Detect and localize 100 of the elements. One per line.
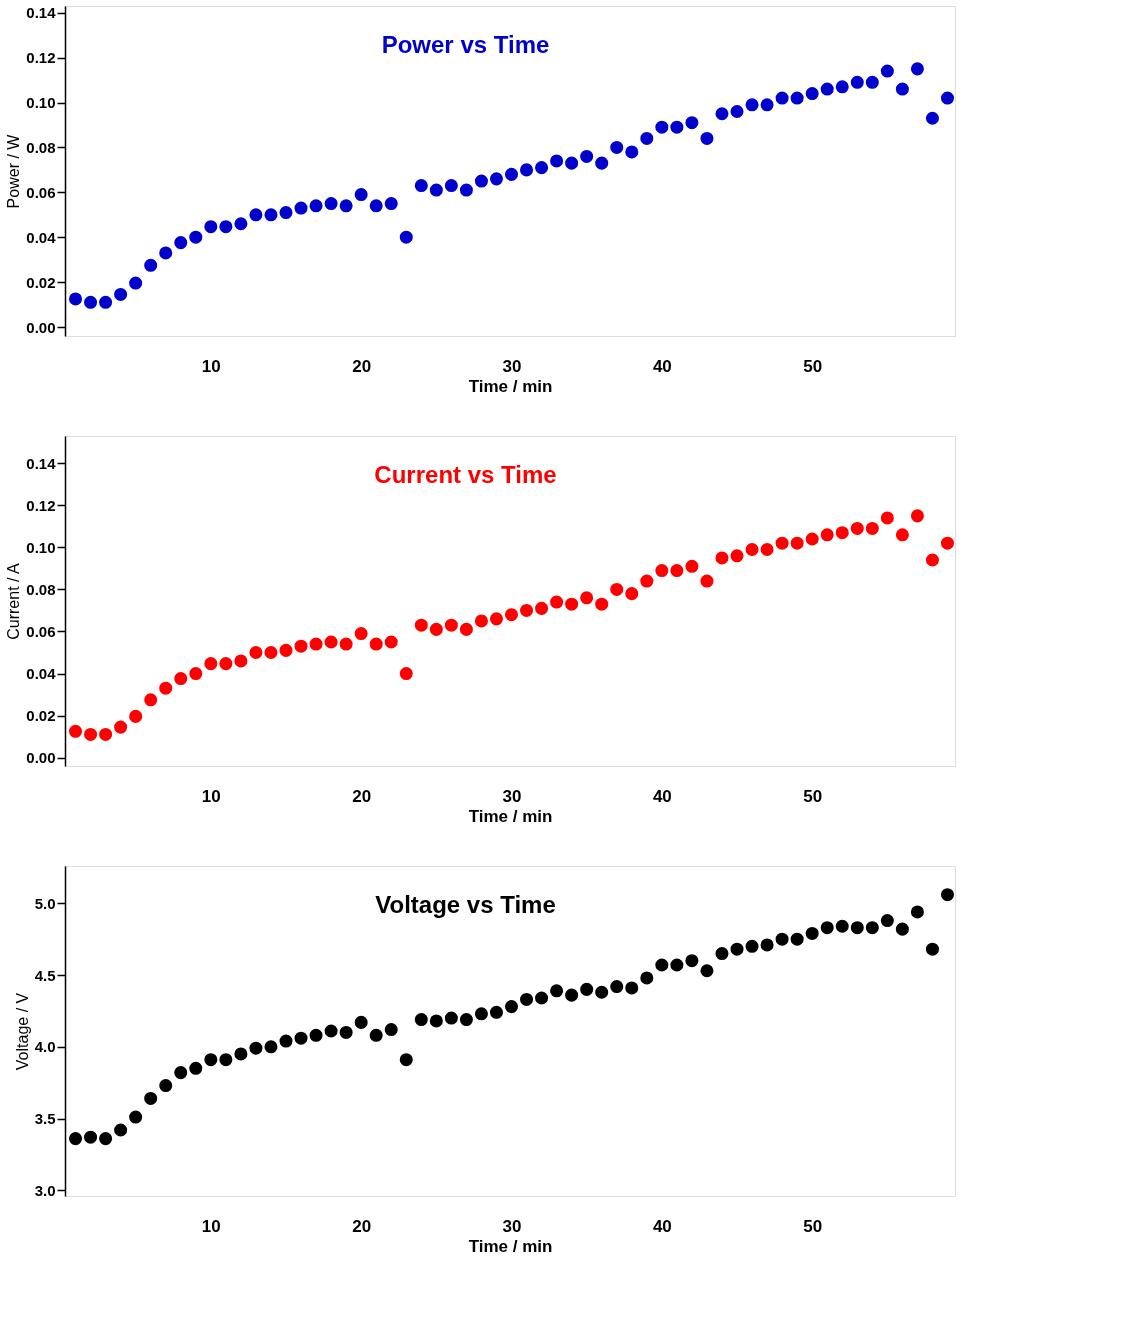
point [745,98,759,112]
x-tick-label: 20 [352,786,372,806]
point [264,645,278,659]
point [520,603,534,617]
x-tick-label: 30 [502,1216,522,1236]
y-axis-title: Current / A [5,562,23,640]
x-tick-label: 50 [803,356,823,376]
point [865,75,879,89]
point [880,511,894,525]
point [354,1015,368,1029]
text: Voltage vs Time [375,891,556,918]
point [339,199,353,213]
point [805,532,819,546]
point [354,627,368,641]
point [940,91,954,105]
point [384,635,398,649]
point [880,64,894,78]
point [670,564,684,578]
point [114,1123,128,1137]
point [99,1132,113,1146]
point [69,724,83,738]
point [580,982,594,996]
point [174,1066,188,1080]
point [264,1040,278,1054]
point [324,635,338,649]
x-tick-label: 40 [652,786,672,806]
point [144,1091,158,1105]
point [850,521,864,535]
point [249,645,263,659]
point [850,921,864,935]
point [294,639,308,653]
point [69,1132,83,1146]
point [820,921,834,935]
point [595,156,609,170]
point [625,981,639,995]
point [610,582,624,596]
point [790,536,804,550]
point [640,971,654,985]
text: Power vs Time [381,31,550,58]
y-tick-label: 0.00 [26,749,56,767]
point [925,942,939,956]
point [489,1005,503,1019]
point [640,574,654,588]
point [805,926,819,940]
point [910,905,924,919]
y-tick-label: 0.04 [26,665,57,683]
point [99,295,113,309]
point [309,199,323,213]
point [745,939,759,953]
point [910,62,924,76]
point [655,564,669,578]
y-tick-label: 0.06 [26,183,56,201]
point [429,1014,443,1028]
point [309,1028,323,1042]
point [565,597,579,611]
point [399,667,413,681]
y-tick-label: 0.02 [26,707,56,725]
x-tick-label: 10 [201,356,221,376]
point [865,521,879,535]
point [384,197,398,211]
point [309,637,323,651]
y-tick-label: 0.12 [26,496,56,514]
point [565,156,579,170]
point [369,1028,383,1042]
point [775,932,789,946]
point [249,208,263,222]
point [399,230,413,244]
x-tick-label: 50 [803,786,823,806]
point [655,958,669,972]
x-tick-label: 20 [352,1216,372,1236]
x-tick-label: 10 [201,786,221,806]
point [895,922,909,936]
point [339,637,353,651]
point [790,932,804,946]
point [444,179,458,193]
point [144,693,158,707]
y-tick-label: 0.14 [26,4,57,22]
point [204,657,218,671]
point [700,964,714,978]
x-tick-label: 10 [201,1216,221,1236]
point [820,528,834,542]
point [324,197,338,211]
point [84,295,98,309]
point [535,601,549,615]
y-tick-label: 3.5 [34,1110,56,1128]
point [174,672,188,686]
point [159,681,173,695]
point [670,958,684,972]
point [264,208,278,222]
point [745,543,759,557]
point [234,654,248,668]
point [429,183,443,197]
point [159,1079,173,1093]
y-axis-title: Power / W [5,133,23,209]
point [700,131,714,145]
point [595,597,609,611]
point [399,1053,413,1067]
point [520,992,534,1006]
point [790,91,804,105]
point [775,536,789,550]
